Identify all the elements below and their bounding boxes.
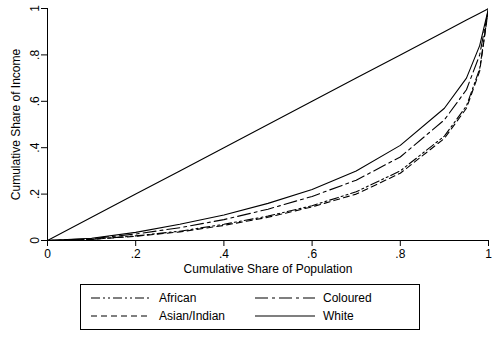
svg-text:.8: .8 bbox=[395, 247, 405, 261]
html-text:Coloured: Coloured bbox=[323, 291, 372, 305]
svg-text:.8: .8 bbox=[28, 50, 42, 60]
svg-text:.4: .4 bbox=[28, 142, 42, 152]
html-text:Asian/Indian: Asian/Indian bbox=[159, 309, 225, 323]
svg-text:.4: .4 bbox=[219, 247, 229, 261]
svg-text:.6: .6 bbox=[28, 96, 42, 106]
svg-text:.6: .6 bbox=[307, 247, 317, 261]
svg-text:.2: .2 bbox=[131, 247, 141, 261]
svg-text:1: 1 bbox=[485, 247, 492, 261]
html-text:White: White bbox=[323, 309, 354, 323]
svg-text:Cumulative Share of Income: Cumulative Share of Income bbox=[9, 48, 23, 200]
svg-text:1: 1 bbox=[28, 5, 42, 12]
svg-text:0: 0 bbox=[28, 237, 42, 244]
svg-text:Cumulative Share of Population: Cumulative Share of Population bbox=[184, 262, 353, 276]
svg-text:.2: .2 bbox=[28, 189, 42, 199]
html-text:African: African bbox=[159, 291, 197, 305]
svg-text:0: 0 bbox=[44, 247, 51, 261]
